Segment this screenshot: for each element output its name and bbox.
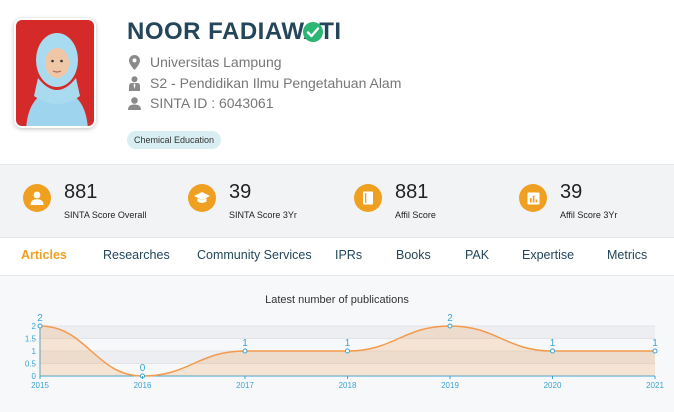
chart-plot: 00.511.522201502016120171201822019120201… (25, 313, 665, 390)
user-icon (23, 184, 51, 212)
score-label: Affil Score (395, 210, 436, 220)
profile-university: Universitas Lampung (127, 54, 282, 70)
grid-band (40, 351, 655, 364)
university-text: Universitas Lampung (150, 54, 282, 70)
tab-metrics[interactable]: Metrics (607, 248, 648, 262)
y-tick-label: 2 (32, 322, 37, 331)
x-tick-label: 2020 (544, 381, 562, 390)
tab-articles[interactable]: Articles (21, 248, 67, 262)
score-summary: 881 SINTA Score Overall 39 SINTA Score 3… (0, 164, 674, 238)
user-icon (127, 95, 141, 111)
x-tick-label: 2021 (646, 381, 664, 390)
tab-iprs[interactable]: IPRs (335, 248, 363, 262)
data-label: 2 (447, 313, 453, 324)
score-label: Affil Score 3Yr (560, 210, 618, 220)
data-label: 1 (345, 338, 351, 349)
profile-photo (14, 18, 96, 128)
program-text: S2 - Pendidikan Ilmu Pengetahuan Alam (150, 75, 402, 91)
y-tick-label: 1.5 (25, 335, 37, 344)
profile-header: NOOR FADIAWATI Universitas Lampung S2 - … (0, 0, 674, 164)
data-label: 2 (37, 313, 43, 324)
x-tick-label: 2019 (441, 381, 459, 390)
grid-band (40, 326, 655, 339)
y-tick-label: 0.5 (25, 360, 37, 369)
score-value: 881 (395, 181, 429, 203)
tab-expertise[interactable]: Expertise (522, 248, 575, 262)
x-tick-label: 2015 (31, 381, 49, 390)
score-value: 881 (64, 181, 98, 203)
x-tick-label: 2017 (236, 381, 254, 390)
data-point (242, 348, 248, 354)
data-point (550, 348, 555, 354)
profile-sinta-id: SINTA ID : 6043061 (127, 95, 273, 111)
y-tick-label: 0 (32, 372, 37, 381)
score-label: SINTA Score 3Yr (229, 210, 297, 220)
data-point (37, 323, 43, 329)
tab-researches[interactable]: Researches (103, 248, 170, 262)
profile-tabs: Articles Researches Community Services I… (0, 238, 674, 276)
data-label: 0 (140, 363, 146, 374)
verified-check-icon (303, 22, 323, 42)
data-point (447, 323, 453, 329)
y-tick-label: 1 (32, 347, 37, 356)
data-label: 1 (550, 338, 556, 349)
score-value: 39 (229, 181, 252, 203)
book-icon (354, 184, 382, 212)
score-label: SINTA Score Overall (64, 210, 147, 220)
sinta-id-text: SINTA ID : 6043061 (150, 95, 274, 111)
x-tick-label: 2018 (339, 381, 357, 390)
graduation-cap-icon (188, 184, 216, 212)
data-label: 1 (652, 338, 658, 349)
tab-books[interactable]: Books (396, 248, 431, 262)
person-tie-icon (127, 75, 141, 91)
tab-pak[interactable]: PAK (465, 248, 490, 262)
score-value: 39 (560, 181, 583, 203)
data-point (345, 348, 350, 354)
bar-chart-icon (519, 184, 547, 212)
chart-title: Latest number of publications (265, 294, 409, 306)
x-tick-label: 2016 (134, 381, 152, 390)
location-pin-icon (127, 54, 141, 70)
profile-program: S2 - Pendidikan Ilmu Pengetahuan Alam (127, 75, 401, 91)
data-point (652, 348, 658, 354)
publications-chart: Latest number of publications 0 0.5 1 1.5 2 2… (0, 276, 674, 412)
tab-community-services[interactable]: Community Services (197, 248, 312, 262)
data-label: 1 (242, 338, 248, 349)
expertise-tag[interactable]: Chemical Education (127, 131, 222, 149)
